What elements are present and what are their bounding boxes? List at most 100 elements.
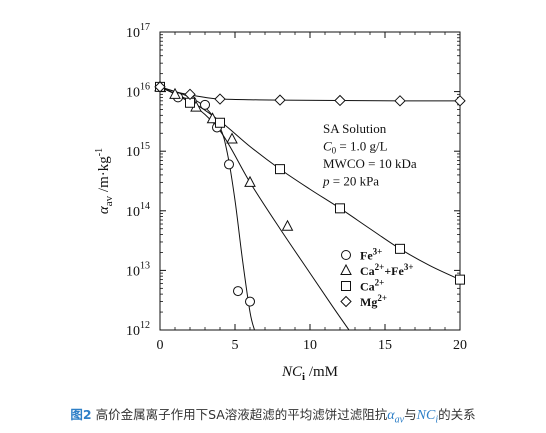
figure-caption: 图2 高价金属离子作用下SA溶液超滤的平均滤饼过滤阻抗αav与NCi的关系: [0, 404, 546, 426]
legend-label-series-3: Mg2+: [360, 293, 387, 309]
annotation-line-3: p = 20 kPa: [322, 174, 379, 189]
annotation-symbol: p: [322, 174, 330, 189]
x-tick-label: 5: [232, 338, 239, 353]
legend-text-part: Mg: [360, 295, 377, 309]
caption-text-before: 高价金属离子作用下SA溶液超滤的平均滤饼过滤阻抗: [91, 407, 388, 422]
legend-text-part: 2+: [375, 262, 385, 272]
figure-number: 图2: [70, 407, 92, 422]
triangle-point-series-1: [169, 87, 181, 99]
y-tick-label: 1013: [126, 260, 150, 279]
fit-curve-series-0: [159, 86, 255, 331]
fit-curve-series-2: [159, 86, 461, 281]
legend-label-series-1: Ca2++Fe3+: [360, 262, 413, 278]
fit-curve-series-3: [159, 86, 461, 102]
x-axis-title-unit: /mM: [305, 364, 338, 380]
legend-marker-circle: [341, 250, 351, 260]
y-tick-base: 10: [126, 264, 140, 279]
y-tick-exponent: 17: [140, 22, 150, 33]
diamond-point-series-3: [454, 95, 466, 107]
annotation-rest: = 20 kPa: [330, 174, 380, 189]
caption-alpha-symbol: α: [387, 408, 395, 423]
y-tick-base: 10: [126, 26, 140, 41]
data-points: [154, 80, 466, 307]
caption-alpha-subscript: av: [394, 414, 405, 426]
axis-labels: NCi /mM αav /m·kg-1: [94, 148, 338, 383]
fitted-curves: [159, 86, 461, 331]
y-tick-base: 10: [126, 324, 140, 339]
annotation-rest: = 1.0 g/L: [336, 139, 387, 154]
triangle-point-series-1: [226, 132, 238, 144]
caption-text-mid: 与: [404, 407, 417, 422]
legend-label-series-2: Ca2+: [360, 278, 384, 294]
circle-point-series-0: [245, 296, 255, 307]
y-axis-title: αav /m·kg-1: [94, 148, 115, 214]
legend-text-part: 3+: [373, 247, 383, 257]
square-point-series-2: [215, 117, 225, 128]
square-point-series-2: [275, 164, 285, 175]
square-point-series-2: [335, 203, 345, 214]
caption-nc-subscript: i: [435, 414, 439, 426]
plot-frame: [159, 31, 461, 331]
triangle-point-series-1: [244, 175, 256, 187]
annotation-line-0: SA Solution: [323, 121, 387, 136]
y-tick-exponent: 13: [140, 260, 150, 271]
y-tick-exponent: 16: [140, 82, 150, 93]
y-tick-exponent: 12: [140, 320, 150, 331]
legend-text-part: +Fe: [384, 264, 404, 278]
legend-text-part: Ca: [360, 264, 375, 278]
y-tick-base: 10: [126, 86, 140, 101]
y-tick-label: 1012: [126, 320, 150, 339]
y-tick-exponent: 15: [140, 141, 150, 152]
legend-text-part: 2+: [375, 278, 385, 288]
y-tick-base: 10: [126, 205, 140, 220]
legend: Fe3+Ca2++Fe3+Ca2+Mg2+: [340, 247, 413, 309]
diamond-point-series-3: [154, 81, 166, 93]
annotation-line-2: MWCO = 10 kDa: [323, 156, 417, 171]
legend-text-part: 3+: [404, 262, 414, 272]
annotation-subscript: 0: [332, 146, 337, 156]
legend-marker-square: [341, 281, 351, 291]
x-tick-label: 15: [378, 338, 392, 353]
circle-point-series-0: [200, 99, 210, 110]
diamond-point-series-3: [184, 88, 196, 101]
circle-point-series-0: [233, 286, 243, 297]
legend-marker-triangle: [340, 263, 352, 275]
square-point-series-2: [395, 243, 405, 254]
y-axis-title-subscript: av: [103, 195, 115, 206]
triangle-point-series-1: [281, 219, 294, 231]
annotation-text: MWCO = 10 kDa: [323, 156, 417, 171]
legend-text-part: 2+: [377, 293, 387, 303]
y-tick-label: 1014: [126, 201, 150, 220]
y-tick-exponent: 14: [140, 201, 150, 212]
y-tick-base: 10: [126, 145, 140, 160]
caption-text-after: 的关系: [438, 407, 476, 422]
y-tick-label: 1015: [126, 141, 150, 160]
x-axis-title-main: NC: [281, 364, 303, 380]
diamond-point-series-3: [274, 94, 286, 106]
x-tick-label: 0: [157, 338, 164, 353]
diamond-point-series-3: [334, 94, 346, 107]
legend-marker-diamond: [340, 295, 352, 308]
legend-text-part: Fe: [360, 249, 373, 263]
x-tick-label: 20: [453, 338, 467, 353]
annotation-line-1: C0 = 1.0 g/L: [323, 139, 388, 156]
square-point-series-2: [455, 274, 465, 285]
diamond-point-series-3: [214, 93, 226, 105]
fit-curve-series-1: [159, 86, 350, 331]
y-tick-label: 1017: [126, 22, 150, 41]
diamond-point-series-3: [394, 95, 406, 107]
x-axis-title-subscript: i: [302, 371, 305, 383]
annotation-symbol: C: [323, 139, 332, 154]
legend-text-part: Ca: [360, 280, 375, 294]
y-tick-label: 1016: [126, 82, 150, 101]
circle-point-series-0: [224, 159, 234, 170]
y-axis-title-superscript: -1: [94, 148, 105, 156]
x-axis-title: NCi /mM: [281, 364, 338, 383]
y-axis-title-main: α: [96, 205, 112, 214]
caption-nc-symbol: NC: [416, 408, 436, 423]
x-tick-label: 10: [303, 338, 317, 353]
annotation-text: SA Solution: [323, 121, 387, 136]
